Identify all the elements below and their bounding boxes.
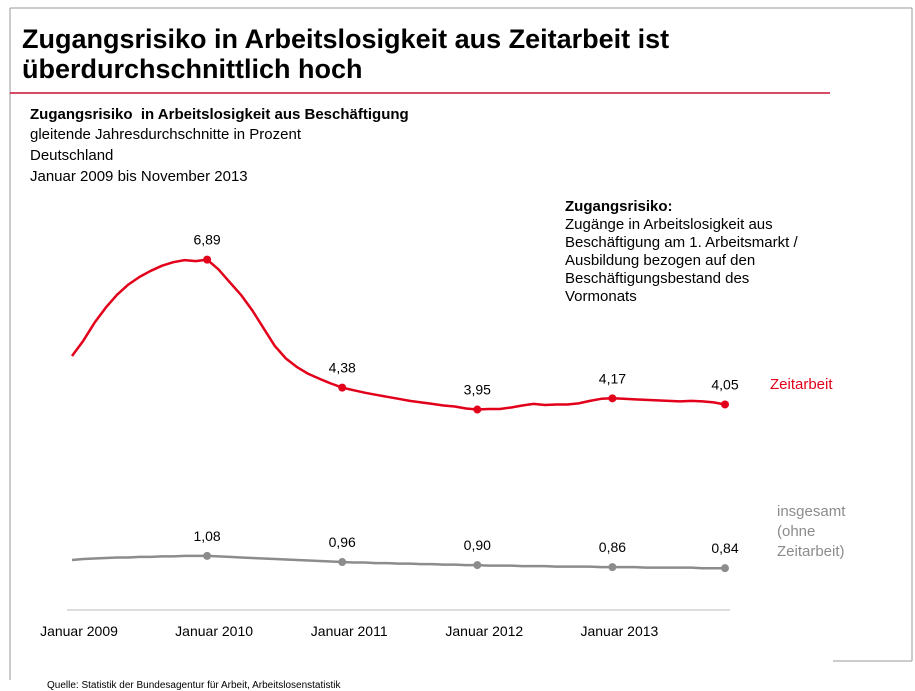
point	[721, 564, 729, 573]
data-label: 0,86	[599, 539, 626, 555]
point	[203, 255, 212, 264]
data-label: 4,38	[329, 360, 356, 376]
note: Deutschland	[30, 147, 114, 164]
note: Januar 2009 bis November 2013	[30, 168, 248, 185]
point	[608, 394, 617, 403]
annotation-title: Zugangsrisiko:	[565, 198, 673, 215]
x-tick-label: Januar 2013	[580, 623, 658, 639]
data-label: 1,08	[193, 528, 220, 544]
point	[473, 561, 482, 570]
data-label: 6,89	[193, 232, 220, 248]
series-label: insgesamt (ohne Zeitarbeit)	[777, 503, 846, 560]
data-label: 0,96	[329, 534, 356, 550]
point	[338, 383, 347, 392]
data-label: 3,95	[464, 382, 491, 398]
x-tick-label: Januar 2009	[40, 623, 118, 639]
note: gleitende Jahresdurchschnitte in Prozent	[30, 126, 301, 143]
point	[608, 563, 617, 572]
point	[338, 558, 347, 567]
chart-title: Zugangsrisiko in Arbeitslosigkeit aus Ze…	[22, 24, 670, 84]
annotation-text: Zugänge in Arbeitslosigkeit aus Beschäft…	[565, 216, 798, 305]
x-tick-label: Januar 2011	[311, 623, 388, 639]
annotation: Zugangsrisiko: Zugänge in Arbeitslosigke…	[565, 198, 820, 306]
source: Quelle: Statistik der Bundesagentur für …	[47, 680, 341, 691]
data-label: 0,90	[464, 537, 491, 553]
subtitle: Zugangsrisiko in Arbeitslosigkeit aus Be…	[30, 106, 409, 123]
series-line	[71, 554, 725, 570]
x-tick-label: Januar 2012	[445, 623, 523, 639]
point	[473, 405, 482, 414]
data-label: 0,84	[711, 540, 738, 556]
data-label: 4,05	[711, 376, 738, 392]
point	[721, 400, 729, 409]
series-label: Zeitarbeit	[770, 376, 833, 393]
point	[203, 551, 212, 560]
x-tick-label: Januar 2010	[175, 623, 253, 639]
data-label: 4,17	[599, 370, 626, 386]
